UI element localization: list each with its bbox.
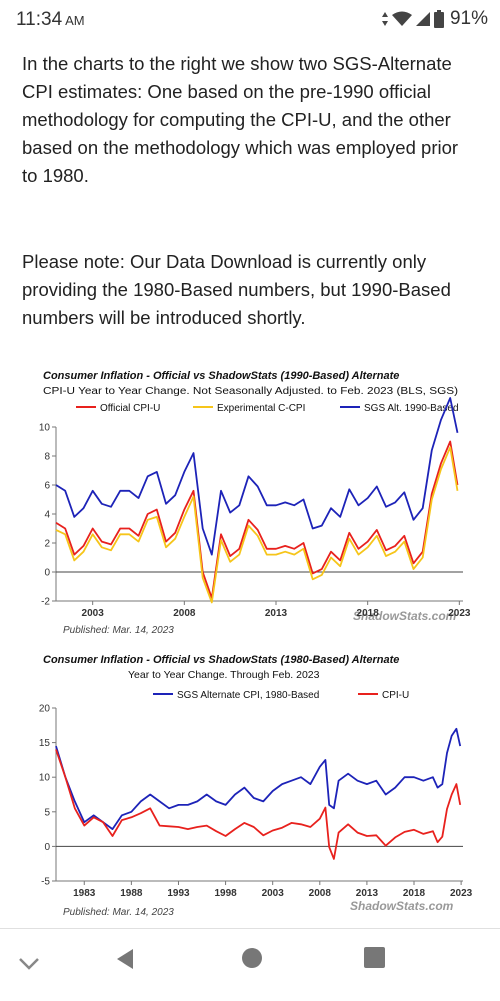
chart2-watermark: ShadowStats.com (350, 899, 454, 913)
chart2-xtick-label: 1983 (73, 888, 96, 899)
clock: 11:34 AM (16, 9, 85, 30)
chart2-legend-sgs: SGS Alternate CPI, 1980-Based (177, 690, 319, 701)
chart1-ytick-label: 0 (44, 568, 50, 579)
data-arrows-icon (381, 12, 388, 26)
chart2-legend: SGS Alternate CPI, 1980-Based CPI-U (153, 690, 409, 701)
chart1-subtitle: CPI-U Year to Year Change. Not Seasonall… (43, 386, 458, 397)
status-bar: 11:34 AM 91% (0, 0, 500, 40)
chart2-xtick-label: 2008 (309, 888, 332, 899)
home-icon[interactable] (241, 947, 263, 969)
battery-percent: 91% (449, 8, 488, 29)
recents-icon[interactable] (364, 947, 385, 968)
chart1-ytick-label: -2 (41, 597, 50, 608)
chart2-ytick-label: 5 (44, 807, 50, 818)
chart2-xtick-label: 2023 (450, 888, 473, 899)
chart2-xtick-label: 2003 (262, 888, 285, 899)
chart1-legend: Official CPI-U Experimental C-CPI SGS Al… (76, 403, 459, 414)
chart1-legend-sgs: SGS Alt. 1990-Based (364, 403, 459, 414)
chart2-ytick-label: 10 (39, 773, 51, 784)
chart1-ytick-label: 6 (44, 481, 50, 492)
chart1-xtick-label: 2008 (173, 608, 196, 619)
chart2-series-0 (55, 727, 462, 831)
chart-1980-based: Consumer Inflation - Official vs ShadowS… (39, 654, 473, 918)
chart1-legend-cpiu: Official CPI-U (100, 403, 160, 414)
chart1-ytick-label: 8 (44, 452, 50, 463)
chart2-xtick-label: 1988 (120, 888, 143, 899)
chart1-title: Consumer Inflation - Official vs ShadowS… (43, 370, 399, 382)
chart1-ytick-label: 10 (39, 423, 51, 434)
chart-1990-based: Consumer Inflation - Official vs ShadowS… (39, 370, 471, 636)
chart1-series-0 (55, 440, 459, 600)
chart2-series-1 (55, 749, 462, 860)
note-paragraph: Please note: Our Data Download is curren… (22, 251, 451, 328)
chart2-title: Consumer Inflation - Official vs ShadowS… (43, 654, 399, 666)
chart2-ytick-label: 20 (39, 704, 51, 715)
battery-icon (433, 10, 444, 28)
chart1-published: Published: Mar. 14, 2023 (63, 625, 174, 636)
chart1-series-2 (55, 397, 459, 556)
chart1-ytick-label: 2 (44, 539, 50, 550)
intro-paragraph: In the charts to the right we show two S… (22, 53, 459, 186)
chart1-xtick-label: 2013 (265, 608, 288, 619)
chart2-xtick-label: 2013 (356, 888, 379, 899)
chart2-published: Published: Mar. 14, 2023 (63, 907, 174, 918)
chart2-ytick-label: 15 (39, 738, 51, 749)
chart1-xtick-label: 2003 (82, 608, 105, 619)
wifi-icon (391, 11, 412, 26)
chart2-legend-cpiu: CPI-U (382, 690, 409, 701)
status-icons: 91% (381, 8, 488, 30)
chart2-subtitle: Year to Year Change. Through Feb. 2023 (128, 669, 320, 681)
chart2-ytick-label: 0 (44, 842, 50, 853)
chart1-ytick-label: 4 (44, 510, 50, 521)
chart2-xtick-label: 1998 (214, 888, 237, 899)
chart2-xtick-label: 1993 (167, 888, 190, 899)
chevron-down-icon[interactable] (18, 957, 40, 971)
cell-signal-icon (415, 12, 430, 26)
back-icon[interactable] (115, 947, 135, 971)
chart2-xtick-label: 2018 (403, 888, 426, 899)
chart1-watermark: ShadowStats.com (353, 609, 457, 623)
chart1-series-1 (55, 446, 459, 604)
android-nav-bar (0, 928, 500, 1001)
chart2-ytick-label: -5 (41, 877, 50, 888)
chart1-legend-ccpi: Experimental C-CPI (217, 403, 305, 414)
chart1-xtick-label: 2018 (357, 608, 380, 619)
chart1-xtick-label: 2023 (448, 608, 471, 619)
